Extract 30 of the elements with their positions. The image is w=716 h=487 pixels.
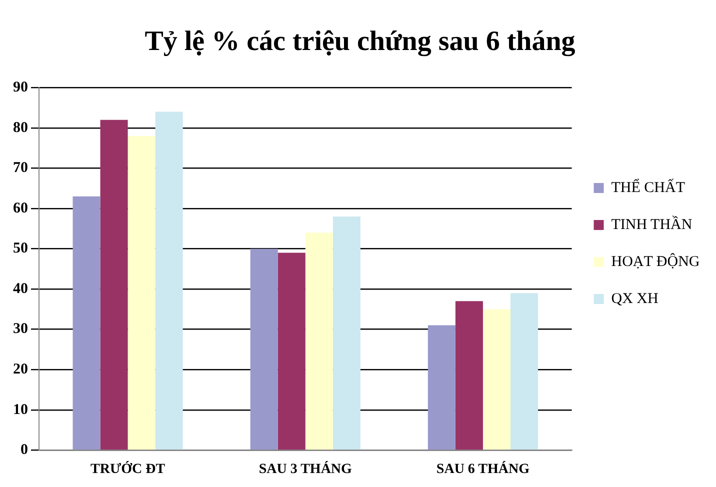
legend-label: QX XH bbox=[611, 290, 659, 307]
y-tick-label: 70 bbox=[13, 160, 28, 176]
bar bbox=[305, 232, 333, 450]
x-tick-label: SAU 3 THÁNG bbox=[258, 460, 352, 478]
bar bbox=[428, 325, 456, 450]
y-tick-label: 10 bbox=[13, 402, 28, 418]
legend-label: TINH THẦN bbox=[611, 214, 692, 233]
bar bbox=[100, 120, 128, 450]
bar bbox=[128, 136, 156, 450]
x-tick-label: SAU 6 THÁNG bbox=[436, 460, 530, 478]
legend-label: HOẠT ĐỘNG bbox=[611, 252, 700, 270]
y-tick-label: 80 bbox=[13, 120, 28, 136]
bar bbox=[482, 309, 510, 450]
chart-title: Tỷ lệ % các triệu chứng sau 6 tháng bbox=[144, 26, 576, 58]
y-tick-label: 40 bbox=[13, 280, 28, 297]
bar bbox=[250, 248, 278, 450]
y-tick-label: 60 bbox=[13, 200, 28, 216]
y-tick-label: 20 bbox=[13, 361, 28, 378]
bar bbox=[278, 252, 306, 450]
y-tick-label: 30 bbox=[13, 321, 28, 338]
y-tick-label: 50 bbox=[13, 240, 28, 257]
bar bbox=[72, 196, 100, 450]
y-tick-label: 0 bbox=[20, 442, 28, 458]
y-tick-label: 90 bbox=[13, 79, 28, 96]
bar bbox=[455, 301, 483, 450]
x-tick-label: TRƯỚC ĐT bbox=[90, 460, 166, 478]
bar bbox=[155, 112, 183, 450]
bar bbox=[332, 216, 360, 450]
legend-label: THỂ CHẤT bbox=[611, 178, 686, 196]
bar bbox=[510, 293, 538, 450]
